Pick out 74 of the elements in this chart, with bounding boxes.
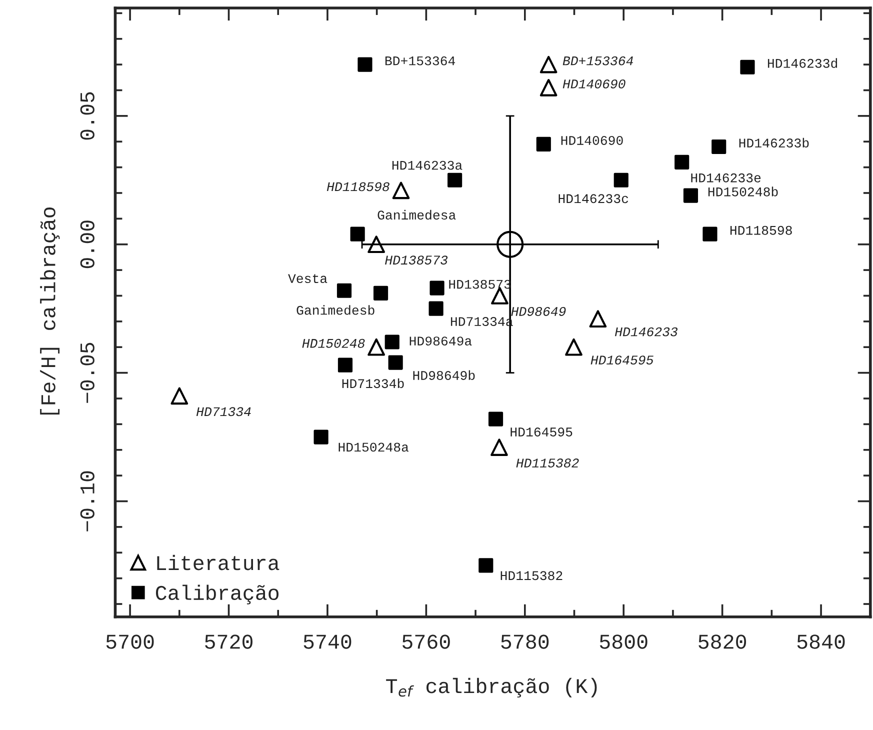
legend-label: Literatura (157, 554, 280, 570)
annotation: HD71334 (196, 407, 251, 416)
point (373, 286, 388, 300)
annotation: HD150248a (338, 442, 409, 452)
point (488, 412, 504, 426)
point (368, 236, 386, 254)
point (683, 188, 698, 203)
point (589, 310, 607, 328)
annotation: HD98649b (413, 370, 475, 380)
annotation: HD140690 (561, 136, 623, 145)
y-axis-title: [Fe/H] calibração (40, 208, 60, 415)
point (702, 226, 718, 242)
x-tick-label: 5720 (205, 634, 252, 649)
point (536, 136, 551, 152)
x-tick-label: 5840 (797, 634, 845, 649)
point (540, 78, 558, 96)
annotation: Ganimedesa (378, 210, 456, 220)
x-tick-label: 5800 (600, 634, 648, 649)
annotation: Ganimedesb (296, 305, 374, 315)
x-tick-label: 5700 (106, 634, 154, 649)
point (614, 172, 628, 188)
x-tick-label: 5820 (698, 634, 746, 649)
point (336, 283, 352, 298)
annotation: HD150248 (302, 338, 365, 348)
point (674, 154, 690, 170)
point (358, 57, 372, 72)
annotation: HD115382 (500, 571, 562, 580)
annotation: HD146233c (558, 194, 628, 204)
point (368, 338, 386, 356)
point (540, 56, 558, 74)
y-tick-label: −0.10 (80, 471, 94, 532)
x-tick-label: 5760 (402, 634, 450, 649)
point (428, 301, 444, 316)
point (314, 430, 328, 444)
annotation: HD164595 (510, 428, 572, 436)
point (388, 355, 403, 370)
annotation: HD98649 (511, 306, 566, 316)
annotation: HD71334b (342, 378, 404, 388)
point (338, 358, 353, 372)
annotation: HD150248b (708, 186, 778, 196)
x-tick-label: 5740 (304, 634, 352, 649)
y-tick-label: 0.00 (80, 220, 94, 268)
annotation: HD118598 (730, 226, 792, 235)
annotation: BD+153364 (385, 56, 456, 66)
point (448, 172, 462, 188)
annotation: HD164595 (590, 356, 654, 365)
annotation: HD115382 (516, 458, 579, 468)
annotation: HD138573 (385, 256, 448, 265)
point (712, 139, 726, 154)
point (430, 280, 444, 296)
point (392, 182, 410, 200)
point (740, 60, 755, 74)
point (565, 338, 582, 356)
legend-label: Calibração (156, 584, 278, 604)
annotation: HD146233 (614, 327, 678, 336)
point (490, 438, 508, 456)
annotation: HD146233d (768, 58, 838, 68)
x-tick-label: 5780 (501, 634, 549, 649)
annotation: Vesta (288, 274, 328, 284)
annotation: HD118598 (326, 182, 390, 192)
point (350, 226, 365, 242)
point (478, 558, 494, 573)
annotation: HD146233b (739, 138, 809, 148)
annotation: HD146233a (392, 160, 462, 170)
y-tick-label: 0.05 (80, 92, 94, 140)
point (384, 334, 400, 350)
y-tick-label: −0.05 (80, 342, 94, 403)
annotation: BD+153364 (562, 56, 633, 66)
annotation: HD146233e (691, 173, 761, 182)
annotation: HD98649a (410, 336, 472, 346)
point (496, 230, 524, 258)
x-axis-title: T$_{ef}$ calibração (K) (386, 678, 597, 698)
point (170, 387, 188, 405)
annotation: HD140690 (562, 79, 626, 88)
